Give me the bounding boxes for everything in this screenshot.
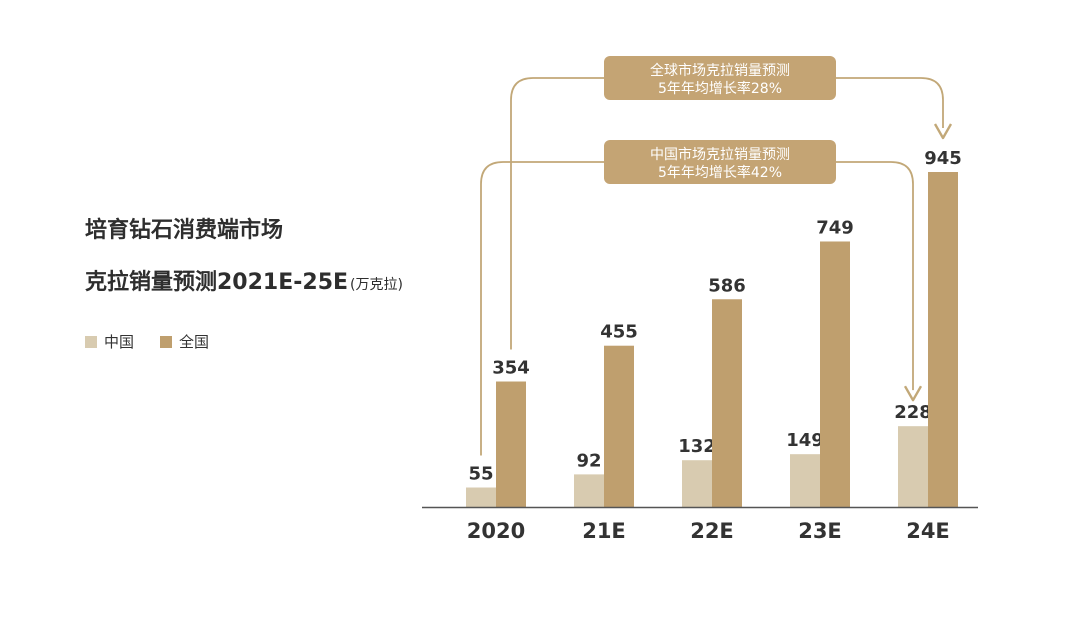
legend-swatch-global (160, 335, 173, 348)
title-line-1: 培育钻石消费端市场 (85, 218, 284, 243)
bar-china-2020 (466, 487, 496, 507)
legend-item-global: 全国 (160, 331, 209, 352)
data-label-china-22E: 132 (678, 436, 716, 457)
legend-label-china: 中国 (104, 333, 135, 351)
legend-item-china: 中国 (85, 331, 134, 352)
annotation-text-1-line2: 5年年均增长率28% (658, 80, 782, 97)
annotation-box-2 (604, 140, 836, 184)
bar-china-21E (574, 474, 604, 507)
data-label-china-2020: 55 (468, 464, 493, 485)
annotation-box-1 (604, 56, 836, 100)
data-label-global-2020: 354 (492, 358, 530, 379)
data-label-china-23E: 149 (786, 430, 824, 451)
chart-title: 培育钻石消费端市场 克拉销量预测2021E-25E (万克拉) (85, 220, 403, 294)
data-label-china-21E: 92 (576, 450, 601, 471)
annotation-text-2-line1: 中国市场克拉销量预测 (650, 146, 790, 163)
bar-china-24E (898, 426, 928, 507)
annotation-arrowhead-1 (933, 123, 953, 140)
bar-global-24E (928, 172, 958, 507)
legend: 中国 全国 (85, 331, 235, 352)
bar-global-23E (820, 241, 850, 507)
x-tick-label-21E: 21E (582, 519, 626, 543)
legend-label-global: 全国 (179, 333, 210, 351)
data-label-china-24E: 228 (894, 402, 932, 423)
annotation-text-1-line1: 全球市场克拉销量预测 (650, 62, 790, 79)
title-line-2-text: 克拉销量预测2021E-25E (85, 270, 349, 295)
bar-china-22E (682, 460, 712, 507)
data-label-global-21E: 455 (600, 322, 638, 343)
legend-swatch-china (85, 335, 97, 348)
bar-global-21E (604, 345, 634, 507)
title-line-2: 克拉销量预测2021E-25E (万克拉) (85, 272, 403, 294)
data-label-global-23E: 749 (816, 217, 854, 238)
x-tick-label-24E: 24E (906, 519, 950, 543)
annotation-text-2-line2: 5年年均增长率42% (658, 164, 782, 181)
x-tick-label-23E: 23E (798, 519, 842, 543)
x-tick-label-2020: 2020 (467, 519, 525, 543)
data-label-global-22E: 586 (708, 275, 746, 296)
unit-label: (万克拉) (350, 277, 403, 293)
x-tick-label-22E: 22E (690, 519, 734, 543)
data-label-global-24E: 945 (924, 148, 962, 169)
bar-global-2020 (496, 381, 526, 507)
annotation-arrowhead-2 (903, 385, 923, 402)
bar-china-23E (790, 454, 820, 507)
bar-global-22E (712, 299, 742, 507)
